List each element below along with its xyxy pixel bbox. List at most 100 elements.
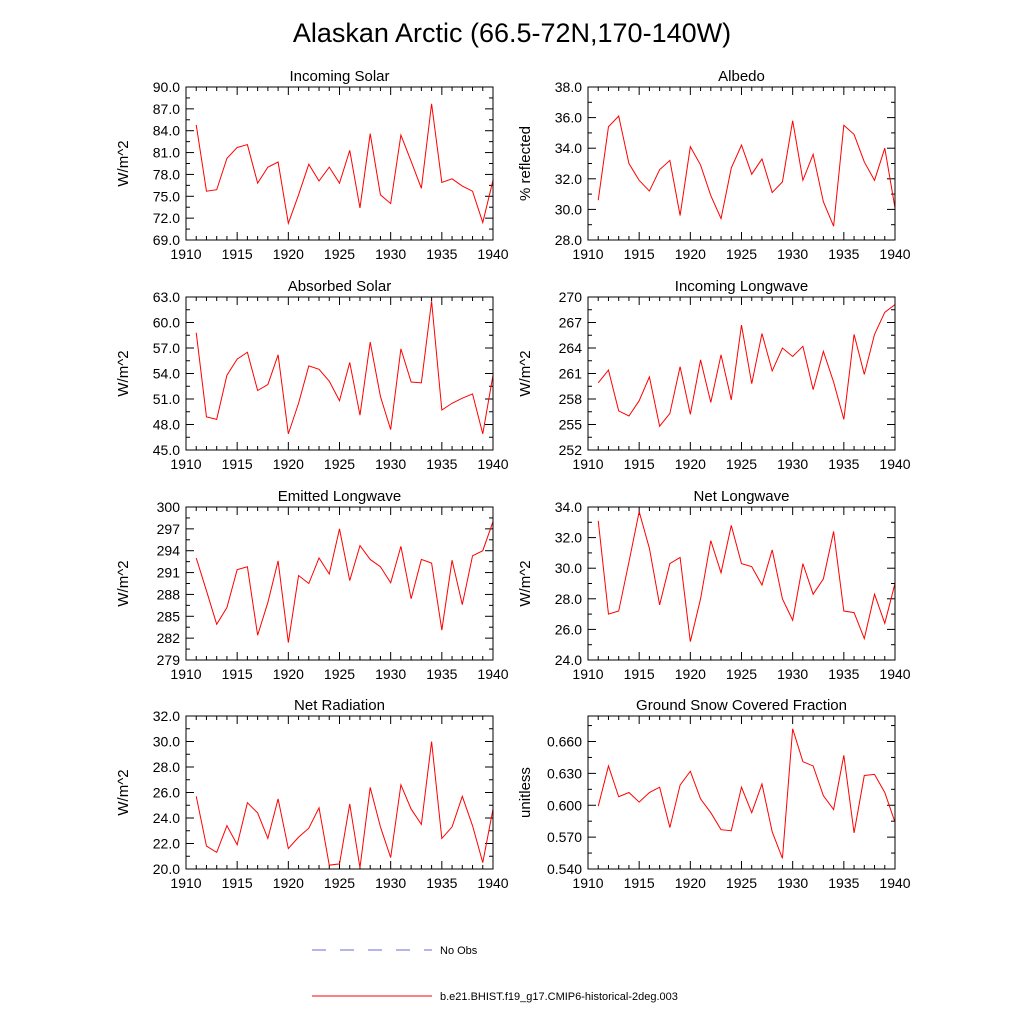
y-tick-label: 87.0	[153, 101, 180, 117]
y-tick-label: 51.0	[153, 391, 180, 407]
y-tick-label: 28.0	[555, 591, 582, 607]
y-axis-label: W/m^2	[517, 350, 534, 396]
y-tick-label: 22.0	[153, 836, 180, 852]
x-tick-label: 1910	[572, 456, 603, 472]
panel-title: Absorbed Solar	[288, 278, 391, 295]
x-tick-label: 1935	[828, 666, 859, 682]
series-line	[195, 103, 494, 226]
y-tick-label: 279	[157, 652, 181, 668]
x-tick-label: 1930	[375, 875, 406, 891]
x-tick-label: 1915	[222, 246, 253, 262]
panel-5: Emitted Longwave W/m^2 1910 1915 1920 1925 193…	[115, 488, 509, 682]
y-tick-label: 0.630	[547, 765, 582, 781]
y-tick-label: 0.540	[547, 861, 582, 877]
y-tick-label: 57.0	[153, 340, 180, 356]
x-tick-label: 1940	[477, 875, 508, 891]
panel-6: Net Longwave W/m^2 1910 1915 1920 1925 1930 193…	[517, 488, 911, 682]
series-line	[597, 728, 896, 859]
y-tick-label: 270	[559, 289, 583, 305]
y-tick-label: 84.0	[153, 123, 180, 139]
y-tick-label: 255	[559, 417, 583, 433]
y-tick-label: 69.0	[153, 232, 180, 248]
x-tick-label: 1925	[726, 875, 757, 891]
series-line	[195, 741, 494, 868]
x-tick-label: 1920	[675, 875, 706, 891]
y-tick-label: 0.570	[547, 829, 582, 845]
y-tick-label: 48.0	[153, 417, 180, 433]
x-tick-label: 1910	[170, 875, 201, 891]
y-tick-label: 0.600	[547, 797, 582, 813]
y-tick-label: 38.0	[555, 79, 582, 95]
y-tick-label: 28.0	[555, 232, 582, 248]
panel-title: Ground Snow Covered Fraction	[636, 697, 847, 714]
y-tick-label: 297	[157, 521, 181, 537]
x-tick-label: 1935	[828, 246, 859, 262]
y-tick-label: 32.0	[153, 708, 180, 724]
x-tick-label: 1910	[170, 246, 201, 262]
x-tick-label: 1910	[572, 246, 603, 262]
x-tick-label: 1920	[273, 666, 304, 682]
y-tick-label: 300	[157, 499, 181, 515]
x-tick-label: 1915	[222, 456, 253, 472]
series-line	[195, 301, 494, 435]
y-tick-label: 81.0	[153, 145, 180, 161]
x-tick-label: 1940	[477, 456, 508, 472]
panel-title: Incoming Longwave	[675, 278, 808, 295]
y-tick-label: 26.0	[555, 621, 582, 637]
x-tick-label: 1940	[477, 666, 508, 682]
y-tick-label: 30.0	[153, 734, 180, 750]
panel-title: Emitted Longwave	[278, 488, 401, 505]
plot-frame	[185, 506, 494, 661]
x-tick-label: 1925	[324, 246, 355, 262]
x-tick-label: 1930	[777, 666, 808, 682]
y-tick-label: 30.0	[555, 201, 582, 217]
y-tick-label: 78.0	[153, 166, 180, 182]
x-tick-label: 1940	[477, 246, 508, 262]
y-tick-label: 90.0	[153, 79, 180, 95]
y-tick-label: 60.0	[153, 315, 180, 331]
x-tick-label: 1925	[324, 666, 355, 682]
y-tick-label: 291	[157, 565, 181, 581]
y-tick-label: 32.0	[555, 530, 582, 546]
y-axis-label: W/m^2	[115, 140, 132, 186]
x-tick-label: 1930	[777, 875, 808, 891]
x-tick-label: 1915	[222, 666, 253, 682]
x-tick-label: 1920	[675, 456, 706, 472]
panel-title: Incoming Solar	[289, 68, 389, 85]
series-line	[195, 521, 494, 643]
x-tick-label: 1935	[426, 875, 457, 891]
y-tick-label: 267	[559, 315, 583, 331]
x-tick-label: 1935	[426, 246, 457, 262]
x-tick-label: 1940	[879, 875, 910, 891]
legend-obs-label: No Obs	[440, 945, 478, 957]
y-tick-label: 288	[157, 586, 181, 602]
y-tick-label: 252	[559, 442, 583, 458]
x-tick-label: 1925	[726, 456, 757, 472]
x-tick-label: 1930	[375, 456, 406, 472]
y-tick-label: 294	[157, 543, 181, 559]
x-tick-label: 1940	[879, 666, 910, 682]
plot-frame	[185, 86, 494, 241]
y-tick-label: 258	[559, 391, 583, 407]
x-tick-label: 1935	[426, 666, 457, 682]
y-tick-label: 261	[559, 366, 583, 382]
y-tick-label: 45.0	[153, 442, 180, 458]
x-tick-label: 1915	[624, 456, 655, 472]
x-tick-label: 1940	[879, 246, 910, 262]
y-tick-label: 285	[157, 608, 181, 624]
x-tick-label: 1920	[273, 875, 304, 891]
panel-2: Albedo % reflected 1910 1915 1920 1925 1930 193…	[517, 68, 911, 262]
y-tick-label: 75.0	[153, 188, 180, 204]
y-tick-label: 24.0	[555, 652, 582, 668]
x-tick-label: 1915	[624, 246, 655, 262]
series-line	[597, 511, 896, 642]
panel-3: Absorbed Solar W/m^2 1910 1915 1920 1925 1930 1…	[115, 278, 509, 472]
x-tick-label: 1925	[726, 246, 757, 262]
x-tick-label: 1925	[726, 666, 757, 682]
x-tick-label: 1930	[375, 666, 406, 682]
y-tick-label: 34.0	[555, 499, 582, 515]
plot-frame	[587, 715, 896, 870]
panel-8: Ground Snow Covered Fraction unitless 1910…	[517, 697, 911, 891]
y-axis-label: W/m^2	[115, 769, 132, 815]
plot-frame	[587, 296, 896, 451]
